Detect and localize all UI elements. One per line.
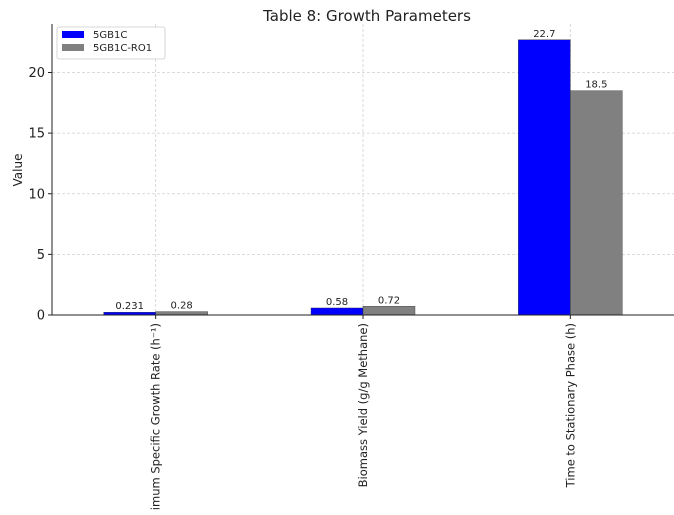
x-tick-label: Maximum Specific Growth Rate (h⁻¹) [149,323,163,510]
bar-value-label: 0.231 [115,301,144,312]
bar [310,307,364,316]
bar-value-label: 18.5 [585,80,607,91]
y-tick-label: 20 [28,66,45,81]
bar-value-label: 22.7 [533,29,555,40]
bar-value-label: 0.58 [326,297,348,308]
x-tick-label: Biomass Yield (g/g Methane) [356,323,370,487]
y-tick-label: 5 [37,248,45,263]
x-tick-label: Time to Stationary Phase (h) [563,323,577,488]
bar-value-label: 0.72 [378,295,400,306]
y-ticks: 0 5 10 15 20 [28,66,52,324]
bar-value-label: 0.28 [171,301,193,312]
chart-title: Table 8: Growth Parameters [262,7,471,25]
y-tick-label: 15 [28,127,45,142]
legend-label: 5GB1C-RO1 [93,43,152,54]
bar [155,311,208,316]
bar [518,39,571,316]
x-ticks: Maximum Specific Growth Rate (h⁻¹) Biomas… [149,315,577,515]
y-axis-label: Value [11,154,25,187]
legend-label: 5GB1C [93,30,127,41]
bar [362,306,416,316]
legend-swatch [62,44,84,51]
y-tick-label: 0 [37,309,45,324]
y-tick-label: 10 [28,187,45,202]
bar [570,90,623,316]
legend-swatch [62,31,84,38]
legend: 5GB1C 5GB1C-RO1 [56,26,166,60]
data-labels: 0.231 0.58 22.7 0.28 0.72 18.5 [115,29,607,312]
